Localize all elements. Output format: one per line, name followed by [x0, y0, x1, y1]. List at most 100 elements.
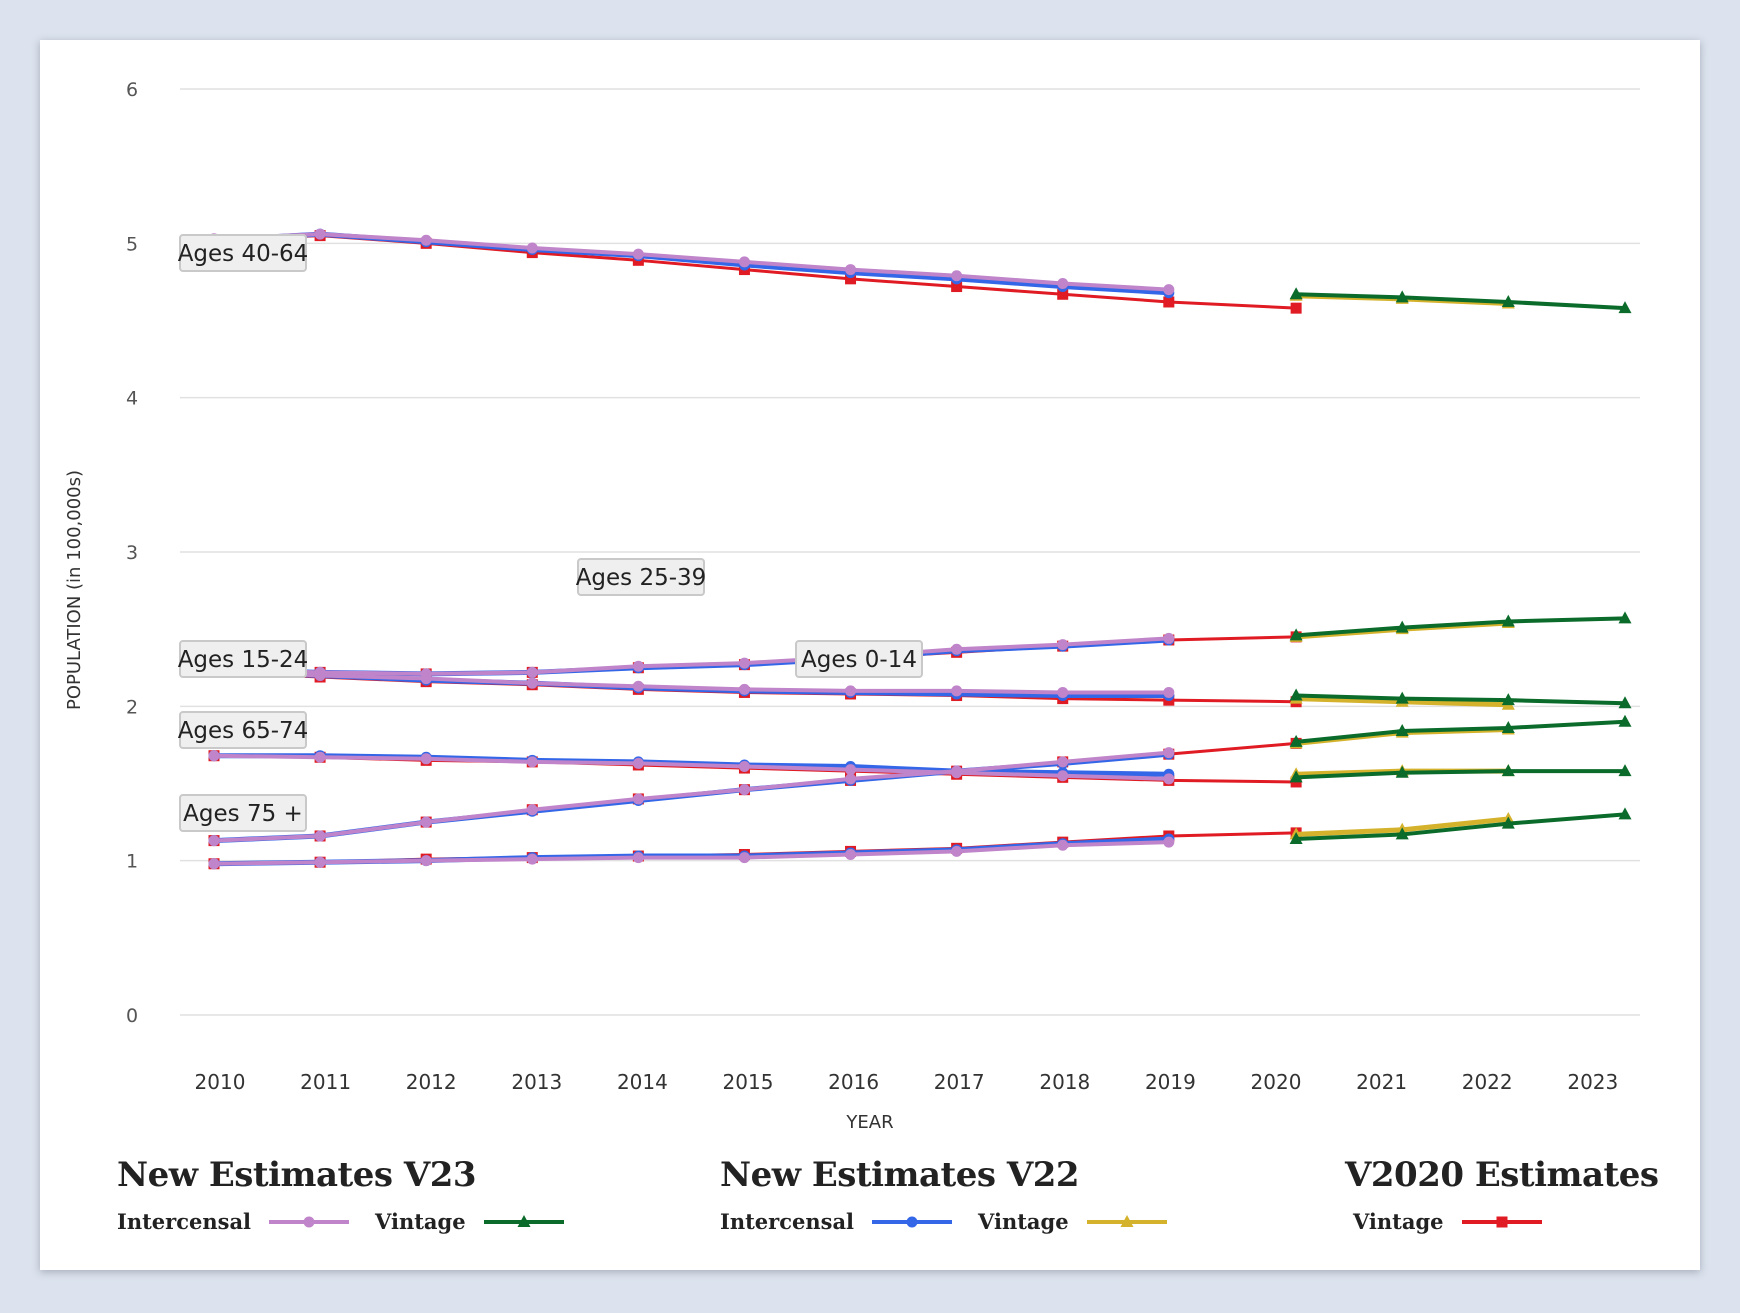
annotation-box: [577, 558, 705, 596]
data-point: [1289, 832, 1303, 845]
data-point: [526, 853, 538, 865]
series-line: [213, 232, 1169, 292]
x-tick-label: 2023: [1567, 1070, 1618, 1094]
data-point: [632, 793, 644, 805]
data-point: [632, 757, 644, 769]
data-point: [951, 643, 963, 655]
data-point: [526, 804, 538, 816]
data-point: [1395, 620, 1409, 633]
data-point: [951, 270, 963, 282]
gridlines: [180, 88, 1640, 1016]
data-point: [845, 273, 857, 285]
legend-group-v23: New Estimates V23 Intercensal Vintage: [117, 1155, 590, 1234]
x-tick-label: 2011: [300, 1070, 351, 1094]
data-point: [1618, 696, 1632, 709]
legend-swatch-v2020-vintage: [1461, 1216, 1542, 1227]
data-point: [1395, 765, 1409, 778]
data-point: [314, 856, 326, 868]
data-point: [1057, 770, 1069, 782]
legend-swatch-v23-vintage: [483, 1214, 564, 1227]
data-point: [420, 673, 432, 685]
series-ages-40-64-v23-vintage: [1289, 287, 1632, 314]
data-point: [738, 657, 750, 669]
data-point: [1501, 764, 1515, 777]
x-tick-label: 2013: [511, 1070, 562, 1094]
data-point: [526, 677, 538, 689]
legend-swatch-v22-vintage: [1086, 1214, 1167, 1227]
legend-marker-circle-icon: [303, 1216, 315, 1227]
x-tick-label: 2018: [1039, 1070, 1090, 1094]
y-tick-label: 6: [126, 79, 138, 101]
x-tick-label: 2015: [723, 1070, 774, 1094]
series-layer: [208, 228, 1632, 870]
series-line: [1295, 719, 1626, 744]
annotation-0-14: Ages 0-14: [795, 640, 923, 678]
series-ages-25-39-v23-intercensal: [208, 632, 1175, 680]
data-point: [1501, 816, 1515, 829]
annotation-box: [179, 234, 307, 272]
data-point: [1289, 287, 1303, 300]
data-point: [1618, 301, 1632, 314]
y-tick-label: 0: [126, 1005, 138, 1027]
x-tick-label: 2022: [1462, 1070, 1513, 1094]
legend-label-vintage: Vintage: [1353, 1209, 1444, 1234]
data-point: [1395, 827, 1409, 840]
data-point: [738, 256, 750, 268]
data-point: [1163, 773, 1175, 785]
x-tick-label: 2012: [406, 1070, 457, 1094]
data-point: [845, 264, 857, 276]
data-point: [1163, 284, 1175, 296]
series-line: [213, 668, 1169, 695]
legend-label-intercensal: Intercensal: [720, 1209, 855, 1234]
data-point: [1057, 277, 1069, 289]
annotation-75plus: Ages 75 +: [179, 794, 307, 832]
data-point: [1057, 686, 1069, 698]
y-tick-label: 1: [126, 851, 138, 873]
annotation-65-74: Ages 65-74: [178, 711, 308, 749]
series-line: [1296, 769, 1625, 780]
x-tick-label: 2014: [617, 1070, 668, 1094]
data-point: [526, 666, 538, 678]
data-point: [1289, 688, 1303, 701]
series-ages-75-v22-intercensal: [208, 833, 1175, 870]
data-point: [632, 680, 644, 692]
data-point: [314, 830, 326, 842]
data-point: [738, 683, 750, 695]
x-tick-label: 2021: [1356, 1070, 1407, 1094]
series-line: [213, 234, 1297, 310]
series-line: [213, 840, 1169, 866]
data-point: [951, 845, 963, 857]
series-line: [213, 636, 1169, 676]
series-ages-25-39-v23-vintage: [1289, 611, 1632, 641]
legend-label-vintage: Vintage: [375, 1209, 466, 1234]
annotation-box: [179, 640, 307, 678]
data-point: [208, 858, 220, 870]
series-ages-15-24-v23-vintage: [1289, 764, 1632, 783]
annotation-box: [795, 640, 923, 678]
series-ages-65-74-v23-intercensal: [208, 747, 1175, 847]
series-ages-75-v23-vintage: [1289, 807, 1632, 845]
annotation-label: Ages 75 +: [183, 801, 303, 827]
data-point: [1163, 747, 1175, 759]
legend-title: New Estimates V23: [117, 1155, 477, 1195]
data-point: [1618, 611, 1632, 624]
series-line: [213, 753, 1169, 781]
data-point: [420, 816, 432, 828]
data-point: [1289, 628, 1303, 641]
data-point: [1057, 288, 1069, 300]
data-point: [951, 765, 963, 777]
data-point: [738, 852, 750, 864]
y-axis-label: POPULATION (in 100,000s): [64, 470, 85, 710]
annotation-25-39: Ages 25-39: [576, 558, 706, 596]
x-tick-label: 2017: [934, 1070, 985, 1094]
series-line: [1296, 812, 1626, 842]
data-point: [1163, 632, 1175, 644]
data-point: [1057, 839, 1069, 851]
y-tick-label: 4: [126, 388, 138, 410]
data-point: [1501, 693, 1515, 706]
data-point: [1618, 764, 1632, 777]
series-ages-0-14-v23-vintage: [1289, 688, 1632, 709]
series-ages-65-74-v23-vintage: [1289, 714, 1632, 747]
data-point: [1057, 639, 1069, 651]
data-point: [1163, 686, 1175, 698]
